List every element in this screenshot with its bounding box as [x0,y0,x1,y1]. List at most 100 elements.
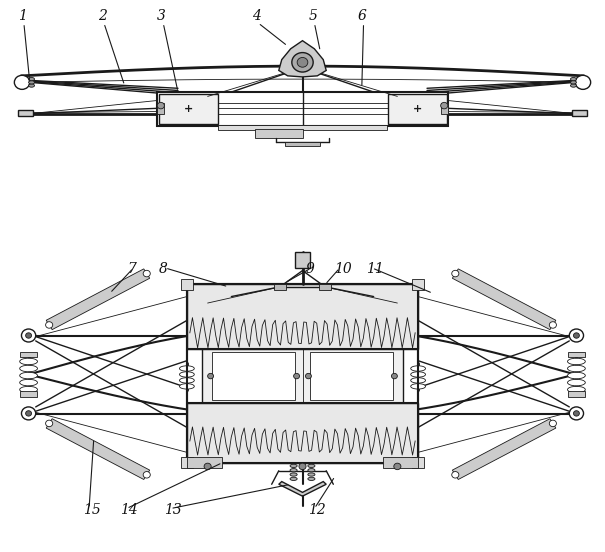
Ellipse shape [290,464,297,468]
Bar [157,92,448,126]
Text: 4: 4 [252,9,261,23]
Circle shape [391,373,397,379]
Ellipse shape [411,378,425,383]
Bar [212,352,295,400]
Text: 6: 6 [358,9,367,23]
Bar [187,284,418,463]
Polygon shape [279,481,326,496]
Ellipse shape [308,464,315,468]
Bar [440,103,448,114]
Text: 11: 11 [366,262,384,277]
Bar [310,352,393,400]
Circle shape [208,373,214,379]
Text: 2: 2 [98,9,107,23]
Bar [295,252,310,268]
Circle shape [143,471,150,478]
Ellipse shape [290,469,297,472]
Polygon shape [46,419,149,480]
Circle shape [549,420,557,427]
Circle shape [575,75,590,89]
Ellipse shape [180,384,194,389]
Bar [159,94,218,124]
Ellipse shape [567,358,585,365]
Circle shape [394,463,401,470]
Bar [187,284,418,349]
Circle shape [569,329,584,342]
Bar [187,403,418,463]
Bar [412,457,424,468]
Polygon shape [453,269,556,330]
Circle shape [25,333,31,338]
Text: 13: 13 [165,503,182,517]
Ellipse shape [567,386,585,393]
Bar [21,391,37,397]
Ellipse shape [28,77,34,81]
Circle shape [452,471,459,478]
Circle shape [569,407,584,420]
Bar [18,110,33,116]
Bar [21,352,37,357]
Circle shape [25,411,31,416]
Bar [568,352,584,357]
Circle shape [452,270,459,277]
Circle shape [440,102,448,109]
Bar [285,142,320,146]
Ellipse shape [20,358,38,365]
Ellipse shape [290,473,297,476]
Circle shape [143,270,150,277]
Bar [218,125,387,130]
Text: 10: 10 [334,262,352,277]
Ellipse shape [28,84,34,87]
Circle shape [299,463,306,470]
Ellipse shape [567,379,585,386]
Ellipse shape [567,365,585,371]
Ellipse shape [411,366,425,371]
Circle shape [292,52,313,72]
Ellipse shape [180,378,194,383]
Bar [274,284,286,290]
Ellipse shape [567,372,585,379]
Polygon shape [279,41,326,77]
Ellipse shape [571,81,577,84]
Text: +: + [413,104,422,114]
Bar [568,391,584,397]
Bar [157,103,165,114]
Polygon shape [453,419,556,480]
Ellipse shape [571,77,577,81]
Circle shape [21,407,36,420]
Text: 1: 1 [18,9,27,23]
Ellipse shape [308,469,315,472]
Bar [572,110,587,116]
Ellipse shape [28,81,34,84]
Polygon shape [46,269,149,330]
Ellipse shape [20,386,38,393]
Bar [382,457,418,468]
Text: +: + [184,104,193,114]
Circle shape [297,57,308,67]
Ellipse shape [20,372,38,379]
Text: 12: 12 [309,503,326,517]
Circle shape [157,102,165,109]
Ellipse shape [180,371,194,377]
Ellipse shape [20,379,38,386]
Circle shape [15,75,30,89]
Text: 14: 14 [120,503,138,517]
Bar [319,284,331,290]
Circle shape [306,373,312,379]
Bar [181,279,193,289]
Circle shape [293,373,299,379]
Bar [201,349,404,403]
Ellipse shape [571,84,577,87]
Circle shape [574,333,580,338]
Text: 9: 9 [306,262,315,277]
Text: 3: 3 [157,9,166,23]
Ellipse shape [180,366,194,371]
Text: 15: 15 [83,503,101,517]
Ellipse shape [411,371,425,377]
Ellipse shape [290,477,297,480]
Text: 8: 8 [159,262,168,277]
Circle shape [574,411,580,416]
Bar [412,279,424,289]
Bar [388,94,447,124]
Circle shape [549,322,557,328]
